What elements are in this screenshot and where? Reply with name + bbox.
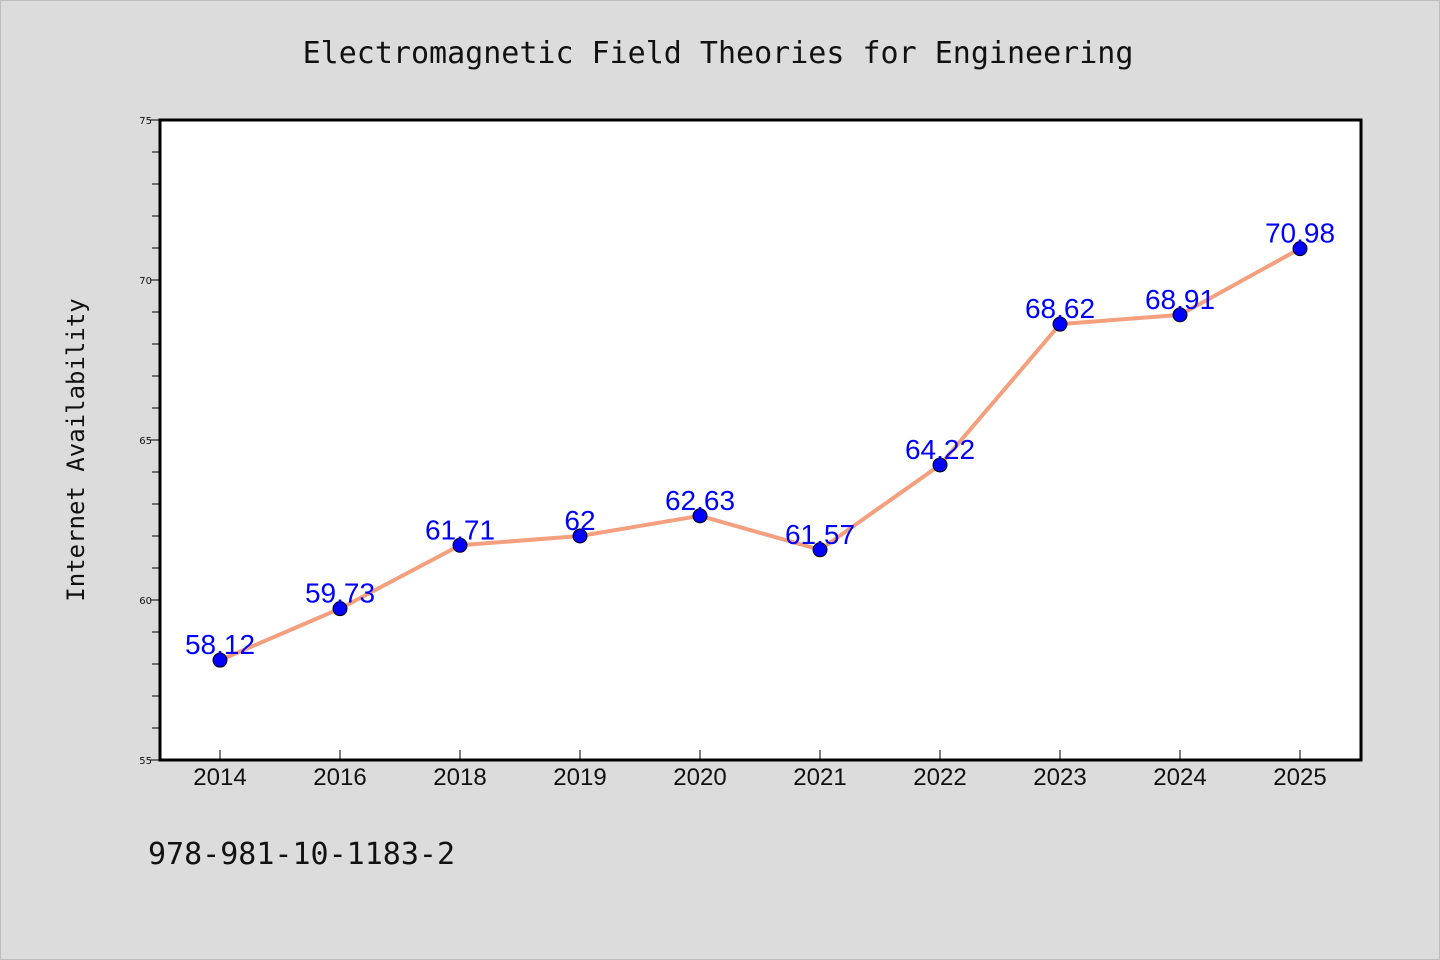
data-label: 62 xyxy=(564,505,595,536)
data-point xyxy=(212,652,228,668)
data-point xyxy=(572,528,588,544)
x-tick-label: 2014 xyxy=(193,764,246,791)
y-tick-label: 60 xyxy=(139,596,152,607)
data-label: 70.98 xyxy=(1265,218,1335,249)
x-axis-ticks: 2014 2016 2018 2019 2020 2021 2022 2023 2024 2025 xyxy=(193,750,1327,791)
data-point xyxy=(1052,316,1068,332)
x-tick-label: 2019 xyxy=(553,764,606,791)
data-point xyxy=(1292,241,1308,257)
data-label: 61.57 xyxy=(785,519,855,550)
y-tick-label: 65 xyxy=(139,436,152,447)
chart-title: Electromagnetic Field Theories for Engin… xyxy=(303,36,1134,71)
data-point xyxy=(1172,307,1188,323)
data-label: 68.91 xyxy=(1145,284,1215,315)
data-point xyxy=(692,508,708,524)
data-label: 59.73 xyxy=(305,578,375,609)
series-line xyxy=(218,246,1302,663)
x-tick-label: 2022 xyxy=(913,764,966,791)
data-points xyxy=(212,241,1308,668)
data-point xyxy=(452,537,468,553)
y-tick-label: 75 xyxy=(139,116,152,127)
y-tick-label: 55 xyxy=(139,756,152,767)
x-tick-label: 2025 xyxy=(1273,764,1326,791)
y-axis-label: Internet Availability xyxy=(62,298,90,601)
plot-area xyxy=(158,118,1363,762)
x-tick-label: 2023 xyxy=(1033,764,1086,791)
data-label: 61.71 xyxy=(425,514,495,545)
data-labels: 58.12 59.73 61.71 62 62.63 61.57 64.22 68.62 68.… xyxy=(185,218,1335,661)
data-label: 68.62 xyxy=(1025,293,1095,324)
x-tick-label: 2020 xyxy=(673,764,726,791)
y-axis-ticks: 55 60 65 70 75 xyxy=(139,116,160,767)
data-label: 64.22 xyxy=(905,434,975,465)
x-tick-label: 2018 xyxy=(433,764,486,791)
y-tick-label: 70 xyxy=(139,276,152,287)
data-label: 62.63 xyxy=(665,485,735,516)
data-point xyxy=(332,601,348,617)
isbn-text: 978-981-10-1183-2 xyxy=(148,837,455,872)
x-tick-label: 2021 xyxy=(793,764,846,791)
x-tick-label: 2016 xyxy=(313,764,366,791)
data-label: 58.12 xyxy=(185,629,255,660)
x-tick-label: 2024 xyxy=(1153,764,1206,791)
data-point xyxy=(812,542,828,558)
data-point xyxy=(932,457,948,473)
